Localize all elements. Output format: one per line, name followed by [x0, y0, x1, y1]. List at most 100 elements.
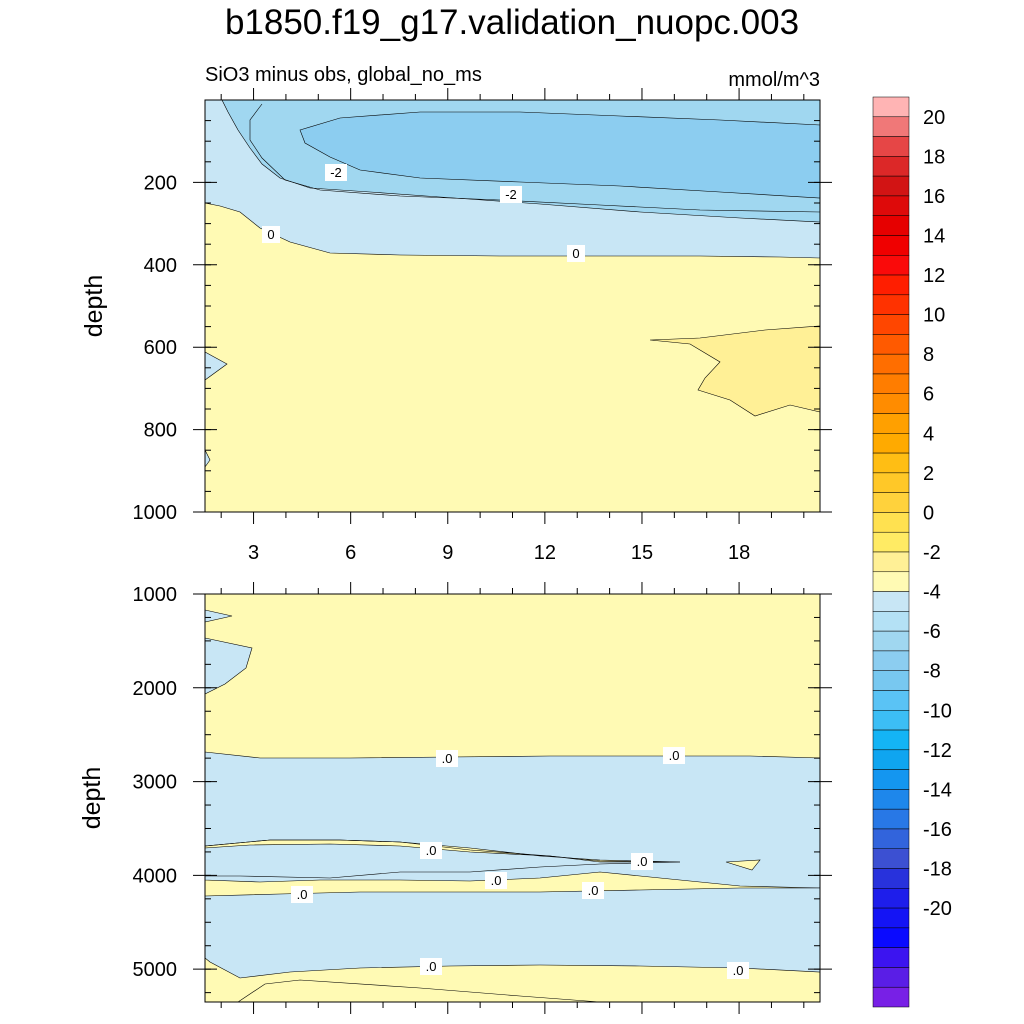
colorbar-swatch	[872, 848, 910, 869]
colorbar-swatch	[872, 156, 910, 177]
colorbar-swatch	[872, 294, 910, 315]
lower-contour-label-2: .0	[663, 747, 685, 764]
colorbar-label: -8	[923, 661, 941, 683]
colorbar-swatch	[872, 690, 910, 711]
upper-region-neg2	[299, 111, 821, 199]
y-tick-label: 3000	[133, 772, 178, 794]
lower-y-axis-label: depth	[78, 767, 106, 830]
colorbar-label: 18	[923, 146, 945, 168]
colorbar-swatch	[872, 373, 910, 394]
colorbar-swatch	[872, 452, 910, 474]
contour-label-text: .0	[669, 748, 680, 763]
lower-panel: .0 .0 .0 .0 .0 .0 .0 .0 .0 1000 2000 3000 4…	[78, 582, 832, 1014]
colorbar-swatch	[872, 986, 910, 1008]
colorbar-swatch	[872, 393, 910, 414]
colorbar-swatch	[872, 353, 910, 375]
colorbar-swatch	[872, 808, 910, 830]
colorbar-swatch	[872, 512, 910, 533]
lower-contour-label-6: .0	[582, 882, 604, 899]
y-tick-label: 200	[144, 172, 177, 194]
colorbar-swatch	[872, 571, 910, 592]
lower-contour-label-9: .0	[727, 962, 749, 979]
colorbar-label: 8	[923, 344, 934, 366]
colorbar-swatch	[872, 175, 910, 197]
colorbar-label: 6	[923, 384, 934, 406]
colorbar-swatch	[872, 492, 910, 513]
lower-contour-label-8: .0	[420, 958, 442, 975]
contour-label-text: .0	[491, 873, 502, 888]
colorbar-swatch	[872, 967, 910, 988]
contour-label-text: 0	[267, 227, 274, 242]
lower-right-patch	[725, 859, 761, 871]
colorbar-swatch	[872, 334, 910, 355]
colorbar-swatch	[872, 195, 910, 216]
lower-band-neg-1	[204, 751, 821, 889]
lower-y-ticks: 1000 2000 3000 4000 5000	[133, 584, 832, 994]
colorbar-swatch	[872, 670, 910, 691]
subtitle-units: mmol/m^3	[728, 69, 820, 91]
colorbar-swatch	[872, 749, 910, 770]
colorbar-swatch	[872, 611, 910, 632]
colorbar-label: 20	[923, 107, 945, 129]
x-tick-label: 12	[534, 542, 556, 564]
contour-label-text: .0	[426, 959, 437, 974]
contour-label-text: 0	[572, 246, 579, 261]
colorbar-swatch	[872, 235, 910, 256]
colorbar-swatch	[872, 828, 910, 849]
y-tick-label: 1000	[133, 584, 178, 606]
x-tick-label: 9	[442, 542, 453, 564]
upper-contour-label-2: -2	[500, 186, 522, 203]
colorbar-swatch	[872, 314, 910, 335]
colorbar-swatch	[872, 907, 910, 929]
contour-label-text: .0	[426, 843, 437, 858]
colorbar-label: -14	[923, 779, 952, 801]
colorbar-label: 4	[923, 423, 934, 445]
lower-contour-label-1: .0	[436, 750, 458, 767]
colorbar: 20181614121086420-2-4-6-8-10-12-14-16-18…	[872, 96, 952, 1008]
colorbar-label: -18	[923, 859, 952, 881]
colorbar-swatch	[872, 116, 910, 137]
colorbar-swatch	[872, 927, 910, 948]
colorbar-swatch	[872, 413, 910, 434]
y-tick-label: 2000	[133, 678, 178, 700]
subtitle-left: SiO3 minus obs, global_no_ms	[205, 64, 482, 86]
contour-label-text: .0	[297, 887, 308, 902]
y-tick-label: 1000	[133, 502, 178, 524]
colorbar-label: 16	[923, 186, 945, 208]
colorbar-swatch	[872, 433, 910, 454]
colorbar-swatch	[872, 729, 910, 751]
colorbar-swatch	[872, 888, 910, 909]
x-tick-label: 18	[728, 542, 750, 564]
lower-x-ticks	[220, 582, 805, 1014]
colorbar-label: -20	[923, 898, 952, 920]
colorbar-swatch	[872, 591, 910, 612]
y-tick-label: 4000	[133, 865, 178, 887]
colorbar-swatch	[872, 630, 910, 652]
colorbar-label: -16	[923, 819, 952, 841]
contour-label-text: -2	[330, 165, 342, 180]
colorbar-swatch	[872, 96, 910, 118]
colorbar-label: 2	[923, 463, 934, 485]
contour-label-text: .0	[588, 883, 599, 898]
colorbar-swatch	[872, 947, 910, 968]
colorbar-swatch	[872, 531, 910, 553]
x-tick-label: 15	[631, 542, 653, 564]
lower-contour-label-5: .0	[485, 872, 507, 889]
colorbar-swatch	[872, 255, 910, 276]
colorbar-swatch	[872, 551, 910, 573]
lower-contour-label-4: .0	[631, 853, 653, 870]
y-tick-label: 400	[144, 255, 177, 277]
contour-label-text: -2	[505, 187, 517, 202]
upper-x-ticks: 3 6 9 12 15 18	[220, 88, 805, 564]
colorbar-swatch	[872, 472, 910, 493]
colorbar-label: 12	[923, 265, 945, 287]
colorbar-swatch	[872, 868, 910, 889]
colorbar-label: 0	[923, 502, 934, 524]
x-tick-label: 6	[345, 542, 356, 564]
upper-panel: -2 -2 0 0 200 400 600 800 1000 3 6 9 12 15 18 dep…	[80, 88, 832, 564]
y-tick-label: 600	[144, 337, 177, 359]
chart-title: b1850.f19_g17.validation_nuopc.003	[225, 3, 799, 42]
contour-label-text: .0	[442, 751, 453, 766]
lower-contour-label-3: .0	[420, 842, 442, 859]
